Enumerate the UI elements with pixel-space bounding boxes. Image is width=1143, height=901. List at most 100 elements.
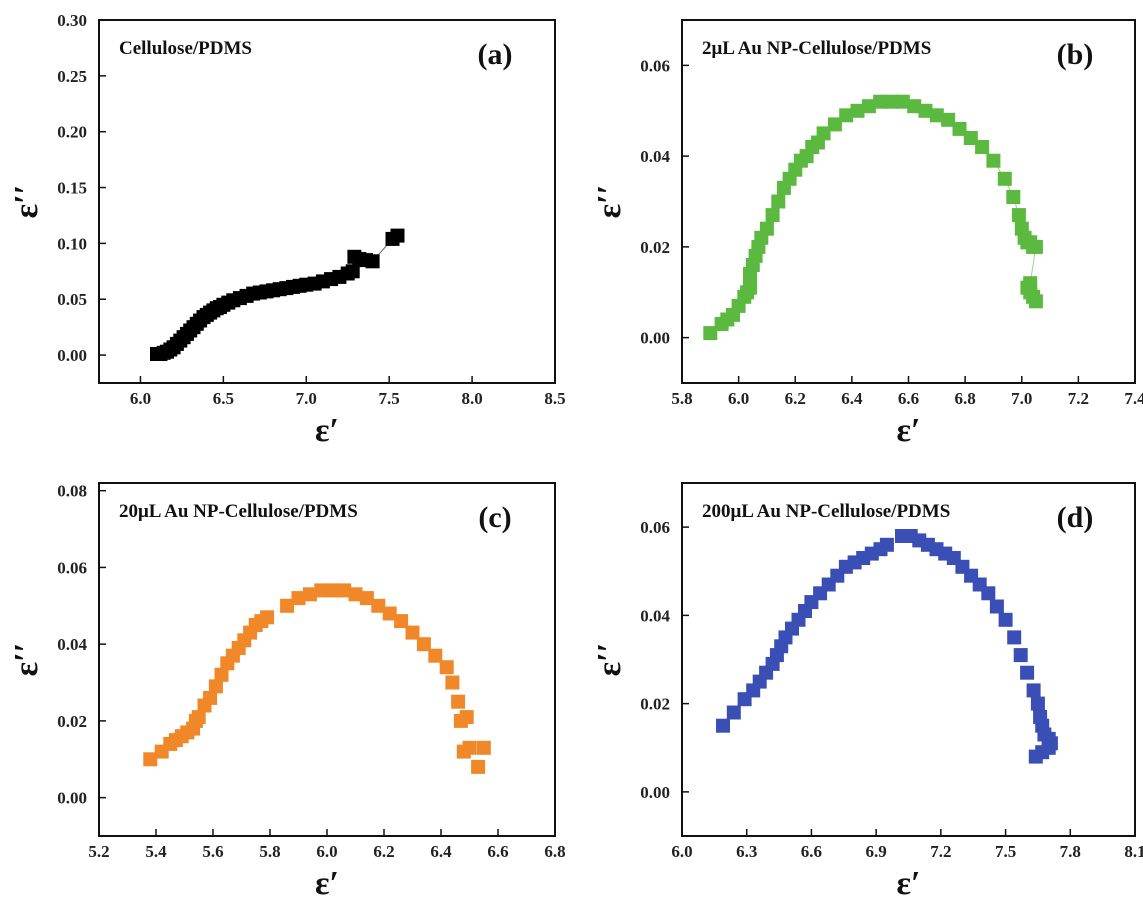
y-tick-label: 0.05 [57, 290, 87, 309]
data-point [260, 610, 275, 625]
x-tick-label: 6.2 [373, 842, 394, 861]
data-point [365, 254, 380, 269]
data-point [1028, 239, 1043, 254]
data-point [1026, 683, 1041, 698]
data-point [428, 648, 443, 663]
panel-b: 5.8 6.0 6.2 6.4 6.6 6.8 7.0 7.2 7.4 0.00 0.02 0.04 0… [591, 19, 1143, 449]
plot-frame [98, 482, 556, 837]
data-point [941, 112, 956, 127]
plot-frame [681, 482, 1136, 837]
x-tick-label: 7.0 [296, 389, 317, 408]
data-point [345, 264, 360, 279]
panel-title: 200μL Au NP-Cellulose/PDMS [702, 501, 950, 522]
data-point [1041, 740, 1056, 755]
y-tick-label: 0.06 [640, 518, 670, 537]
data-point [439, 660, 454, 675]
data-point [390, 228, 405, 243]
panel-title: 2μL Au NP-Cellulose/PDMS [702, 38, 931, 59]
data-point [771, 194, 786, 209]
data-point [873, 94, 888, 109]
data-point [203, 690, 218, 705]
y-tick-label: 0.00 [640, 783, 670, 802]
y-tick-label: 0.04 [57, 635, 87, 654]
y-tick-label: 0.02 [57, 712, 87, 731]
series-line [709, 101, 1037, 334]
data-point [405, 625, 420, 640]
data-point [850, 103, 865, 118]
data-point [471, 759, 486, 774]
y-axis-label: ε′′ [8, 643, 45, 677]
x-tick-label: 6.0 [130, 389, 151, 408]
x-tick-label: 5.6 [202, 842, 223, 861]
data-point [371, 598, 386, 613]
data-point [445, 675, 460, 690]
data-point [765, 208, 780, 223]
data-point [895, 94, 910, 109]
x-tick-label: 5.4 [145, 842, 167, 861]
data-point [1020, 665, 1035, 680]
data-point [816, 126, 831, 141]
data-point [191, 710, 206, 725]
data-point [759, 221, 774, 236]
x-axis-label: ε′ [896, 865, 920, 901]
data-point [726, 705, 741, 720]
data-point [884, 94, 899, 109]
data-point [989, 599, 1004, 614]
y-tick-label: 0.02 [640, 238, 670, 257]
y-tick-label: 0.00 [57, 789, 87, 808]
x-tick-label: 6.0 [671, 842, 692, 861]
y-tick-label: 0.30 [57, 11, 87, 30]
x-tick-label: 5.8 [671, 389, 692, 408]
x-tick-label: 5.8 [259, 842, 280, 861]
data-point [416, 637, 431, 652]
x-tick-label: 8.1 [1124, 842, 1143, 861]
data-point [1030, 696, 1045, 711]
y-tick-label: 0.15 [57, 179, 87, 198]
y-tick-label: 0.20 [57, 123, 87, 142]
y-tick-label: 0.06 [640, 56, 670, 75]
data-point [998, 612, 1013, 627]
data-point [1013, 648, 1028, 663]
y-tick-label: 0.02 [640, 695, 670, 714]
data-point [981, 586, 996, 601]
data-point [280, 598, 295, 613]
x-tick-label: 8.5 [544, 389, 565, 408]
x-tick-label: 6.6 [487, 842, 508, 861]
data-point [325, 583, 340, 598]
plot-frame [681, 19, 1136, 384]
x-tick-label: 7.4 [1124, 389, 1143, 408]
data-point [716, 718, 730, 733]
x-tick-label: 7.2 [1068, 389, 1089, 408]
plot-frame [98, 19, 556, 384]
data-point [359, 591, 374, 606]
data-point [907, 99, 922, 114]
data-point [839, 108, 854, 123]
x-tick-label: 6.6 [898, 389, 919, 408]
x-tick-label: 7.2 [930, 842, 951, 861]
data-point [208, 679, 223, 694]
data-point [214, 667, 229, 682]
x-tick-label: 6.8 [544, 842, 565, 861]
data-point [476, 740, 491, 755]
data-point [952, 121, 967, 136]
x-tick-label: 6.9 [866, 842, 887, 861]
data-point [1006, 190, 1021, 204]
y-axis-label: ε′′ [591, 643, 628, 677]
y-tick-label: 0.25 [57, 67, 87, 86]
panel-d: 6.0 6.3 6.6 6.9 7.2 7.5 7.8 8.1 0.00 0.02 0.04 0.06… [591, 482, 1143, 901]
panel-c: 5.2 5.4 5.6 5.8 6.0 6.2 6.4 6.6 6.8 0.00 0.02 0.04 0… [8, 482, 566, 901]
x-tick-label: 5.2 [88, 842, 109, 861]
data-point [143, 752, 158, 767]
data-point [459, 710, 474, 725]
data-point [963, 131, 978, 145]
x-tick-label: 6.0 [728, 389, 749, 408]
panel-label: (c) [478, 501, 511, 534]
y-tick-label: 0.04 [640, 606, 670, 625]
y-tick-label: 0.04 [640, 147, 670, 166]
data-point [1007, 630, 1022, 645]
panel-a: 6.0 6.5 7.0 7.5 8.0 8.5 0.00 0.05 0.10 0.15 0.20 0.… [8, 11, 566, 449]
data-point [314, 583, 329, 598]
data-point [743, 280, 757, 295]
x-tick-label: 6.5 [213, 389, 234, 408]
